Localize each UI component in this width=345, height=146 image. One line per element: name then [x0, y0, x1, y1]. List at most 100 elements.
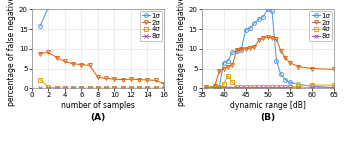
- 4σ: [257, 87, 261, 88]
- Line: 1σ: 1σ: [204, 7, 336, 90]
- 2σ: [88, 65, 92, 66]
- 2σ: [261, 37, 265, 39]
- 1σ: [332, 87, 336, 88]
- 2σ: [296, 66, 300, 67]
- 8σ: [235, 87, 239, 88]
- 4σ: [261, 87, 265, 88]
- 4σ: [239, 87, 243, 88]
- 1σ: [248, 27, 252, 29]
- 4σ: [332, 84, 336, 86]
- 2σ: [38, 53, 42, 54]
- 8σ: [287, 87, 292, 89]
- Y-axis label: percentage of false negatives: percentage of false negatives: [7, 0, 16, 106]
- 2σ: [162, 83, 166, 85]
- 1σ: [235, 50, 239, 52]
- 1σ: [274, 60, 278, 61]
- 8σ: [274, 87, 278, 89]
- 2σ: [239, 48, 243, 50]
- 8σ: [71, 87, 75, 89]
- 8σ: [38, 87, 42, 89]
- 8σ: [226, 87, 230, 88]
- 2σ: [129, 78, 133, 80]
- 8σ: [204, 87, 208, 89]
- 1σ: [226, 60, 230, 61]
- 4σ: [154, 87, 158, 89]
- 2σ: [244, 48, 248, 50]
- 1σ: [221, 62, 226, 64]
- 2σ: [252, 46, 256, 48]
- 4σ: [248, 87, 252, 88]
- 2σ: [274, 38, 278, 40]
- 8σ: [244, 87, 248, 89]
- 1σ: [261, 16, 265, 17]
- 1σ: [252, 22, 256, 24]
- 4σ: [217, 87, 221, 89]
- 8σ: [104, 87, 108, 89]
- 4σ: [230, 81, 235, 83]
- Legend: 1σ, 2σ, 4σ, 8σ: 1σ, 2σ, 4σ, 8σ: [309, 11, 332, 41]
- 8σ: [270, 87, 274, 89]
- 2σ: [112, 78, 117, 80]
- 4σ: [55, 87, 59, 89]
- 8σ: [63, 87, 67, 89]
- 1σ: [213, 87, 217, 88]
- 8σ: [96, 87, 100, 89]
- 4σ: [279, 87, 283, 88]
- 4σ: [204, 87, 208, 89]
- 8σ: [145, 87, 149, 89]
- 8σ: [154, 87, 158, 89]
- 2σ: [104, 78, 108, 79]
- 4σ: [283, 87, 287, 88]
- 2σ: [204, 87, 208, 88]
- Line: 2σ: 2σ: [204, 35, 336, 89]
- 8σ: [112, 87, 117, 89]
- X-axis label: dynamic range [dB]: dynamic range [dB]: [230, 101, 306, 110]
- 2σ: [217, 70, 221, 71]
- 2σ: [235, 49, 239, 51]
- 8σ: [79, 87, 83, 89]
- 4σ: [162, 87, 166, 89]
- 4σ: [145, 87, 149, 89]
- 2σ: [154, 79, 158, 81]
- 4σ: [104, 87, 108, 89]
- 2σ: [309, 68, 314, 69]
- 1σ: [230, 51, 235, 53]
- 2σ: [287, 62, 292, 64]
- Line: 4σ: 4σ: [204, 74, 336, 90]
- Text: (B): (B): [260, 113, 275, 122]
- 4σ: [79, 87, 83, 89]
- 4σ: [63, 87, 67, 89]
- 4σ: [309, 84, 314, 86]
- 2σ: [137, 79, 141, 80]
- 4σ: [226, 75, 230, 77]
- 8σ: [283, 87, 287, 89]
- 8σ: [88, 87, 92, 89]
- 2σ: [120, 79, 125, 80]
- 8σ: [137, 87, 141, 89]
- Line: 4σ: 4σ: [38, 78, 166, 90]
- 4σ: [221, 83, 226, 85]
- 8σ: [252, 87, 256, 89]
- 4σ: [235, 86, 239, 88]
- 1σ: [257, 18, 261, 20]
- 4σ: [213, 87, 217, 89]
- 4σ: [129, 87, 133, 89]
- 8σ: [55, 87, 59, 89]
- 4σ: [137, 87, 141, 89]
- 2σ: [145, 79, 149, 81]
- 2σ: [283, 57, 287, 58]
- 1σ: [309, 85, 314, 87]
- 8σ: [239, 87, 243, 89]
- 4σ: [296, 85, 300, 87]
- 4σ: [112, 87, 117, 89]
- 4σ: [266, 87, 270, 88]
- 1σ: [38, 25, 42, 27]
- 2σ: [226, 66, 230, 67]
- 8σ: [296, 87, 300, 89]
- 2σ: [248, 47, 252, 49]
- 8σ: [221, 87, 226, 89]
- 4σ: [71, 87, 75, 89]
- 8σ: [332, 87, 336, 89]
- 1σ: [270, 11, 274, 12]
- 1σ: [296, 83, 300, 85]
